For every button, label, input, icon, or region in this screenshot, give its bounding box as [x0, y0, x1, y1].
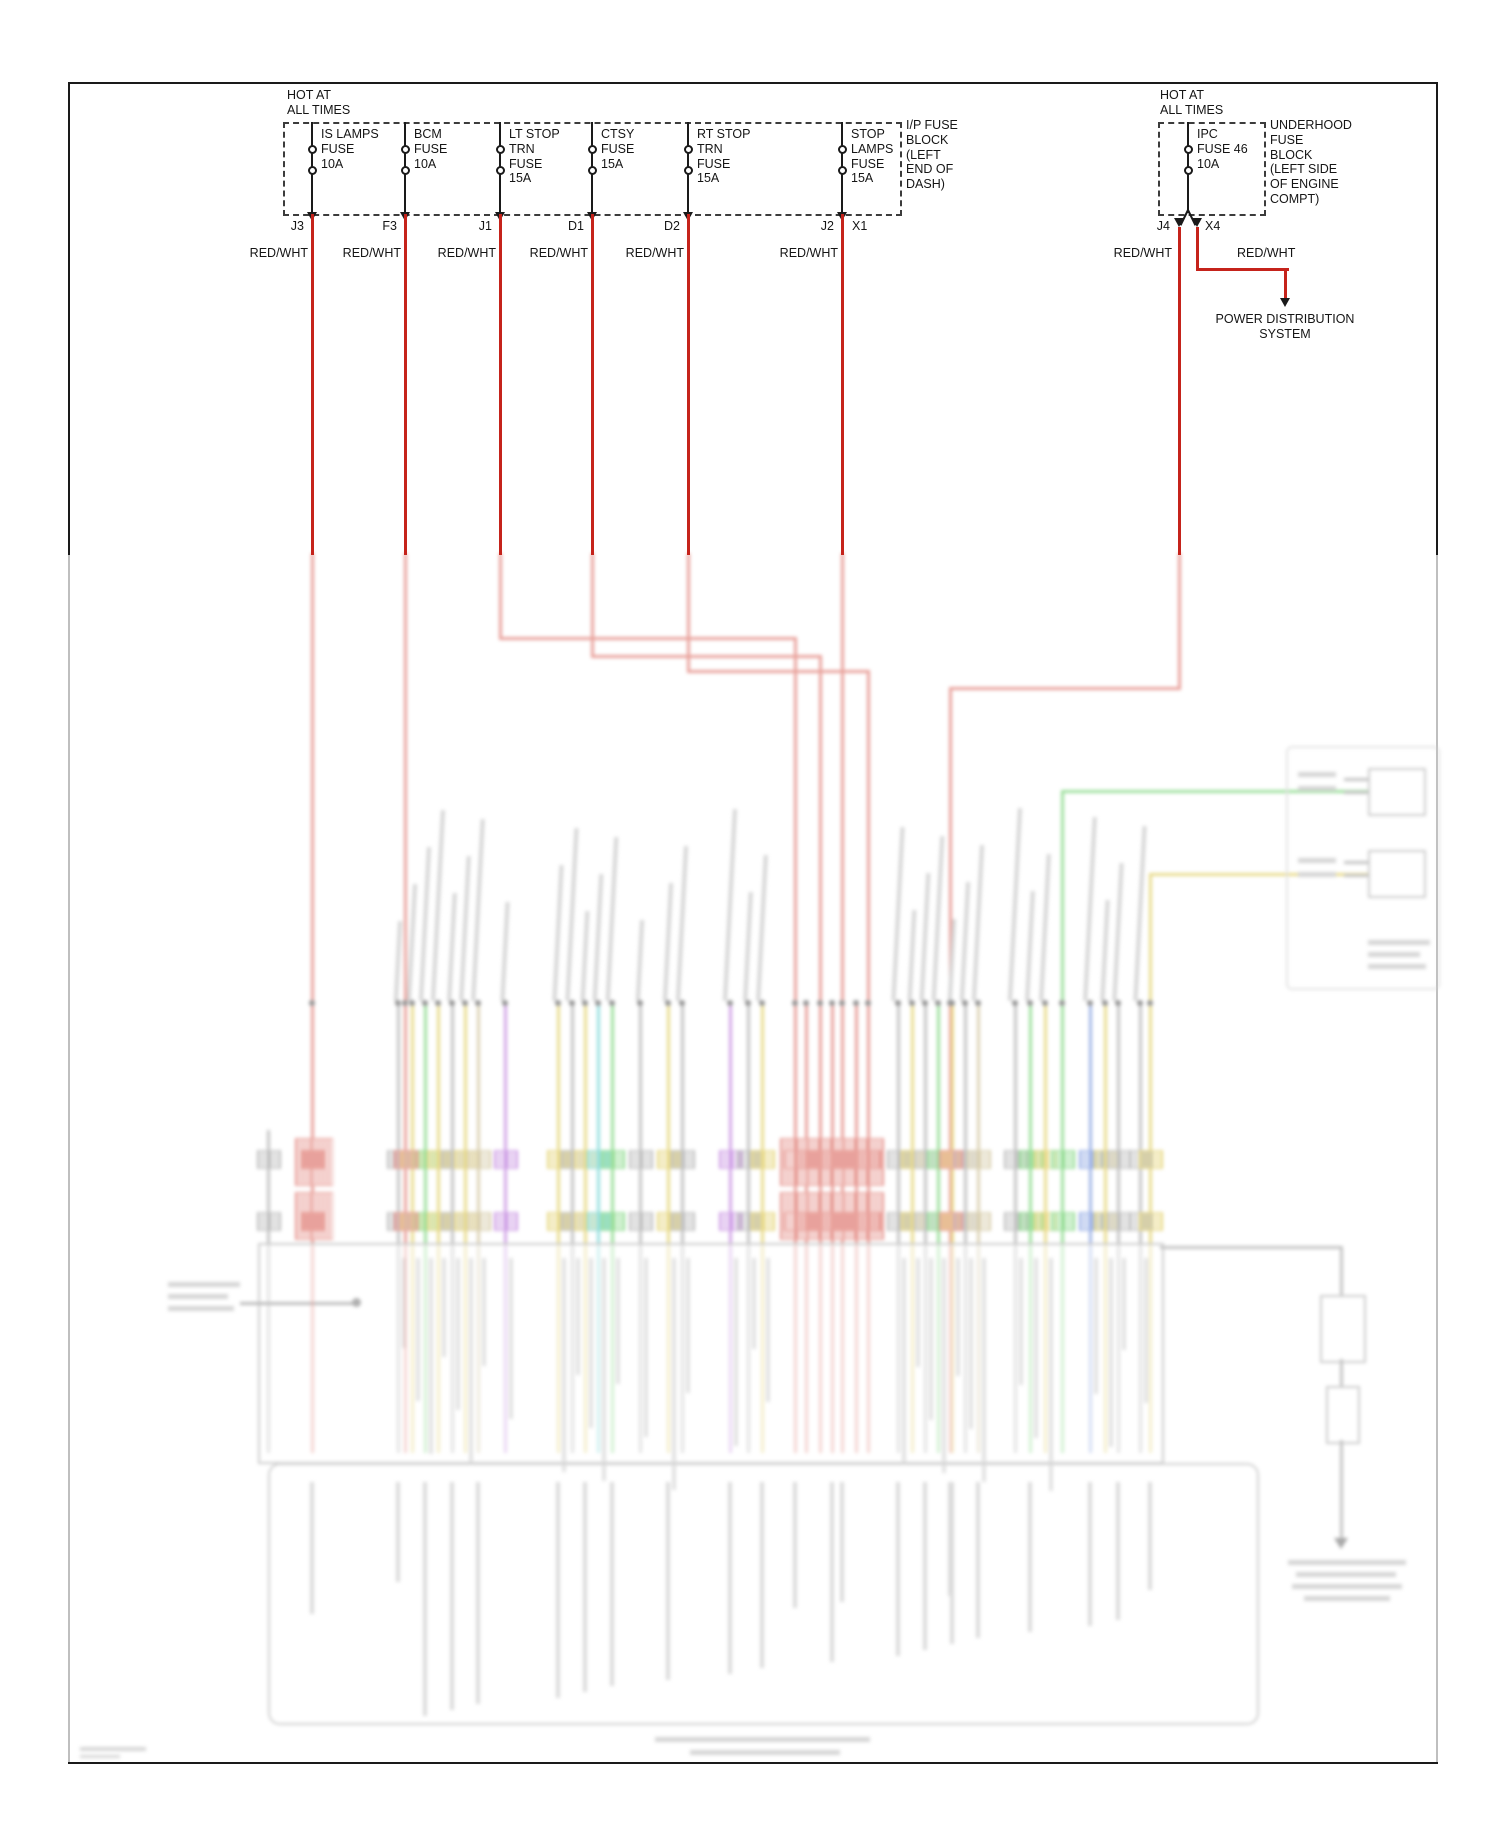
- fuse-output-wire: [499, 174, 501, 213]
- fuse-supply-wire: [1187, 122, 1189, 146]
- arrow-down-icon: [1280, 298, 1290, 307]
- connector-pin-label: J2: [820, 219, 834, 233]
- red-wht-wire: [1284, 268, 1287, 298]
- connector-pin-label: D2: [664, 219, 680, 233]
- fuse-label: STOP LAMPS FUSE 15A: [851, 127, 894, 186]
- fuse-label: IPC FUSE 46 10A: [1197, 127, 1248, 171]
- fuse-element: [841, 153, 843, 167]
- connector-pin-label: J4: [1156, 219, 1170, 233]
- fuse-label: RT STOP TRN FUSE 15A: [697, 127, 751, 186]
- fuse-label: CTSY FUSE 15A: [601, 127, 635, 171]
- wire-color-label: RED/WHT: [437, 246, 496, 260]
- hot-at-all-times-label: HOT AT ALL TIMES: [287, 88, 351, 117]
- fuse-output-wire: [311, 174, 313, 213]
- red-wht-wire: [840, 214, 844, 555]
- ip-fuse-block-label: I/P FUSE BLOCK (LEFT END OF DASH): [906, 118, 958, 191]
- fuse-label: IS LAMPS FUSE 10A: [321, 127, 379, 171]
- connector-pin-label: J3: [290, 219, 304, 233]
- fuse-output-wire: [1187, 174, 1189, 213]
- red-wht-wire: [590, 214, 594, 555]
- fuse-supply-wire: [687, 122, 689, 146]
- connector-pin-label: F3: [382, 219, 397, 233]
- wire-color-label: RED/WHT: [529, 246, 588, 260]
- fuse-output-wire: [687, 174, 689, 213]
- wire-color-label: RED/WHT: [779, 246, 838, 260]
- connector-pin-label: X4: [1205, 219, 1221, 233]
- wire-color-label: RED/WHT: [1237, 246, 1296, 260]
- fuse-supply-wire: [499, 122, 501, 146]
- connector-pin-label: J1: [478, 219, 492, 233]
- red-wht-wire: [403, 214, 407, 555]
- fuse-element: [687, 153, 689, 167]
- red-wht-wire: [1195, 268, 1289, 271]
- red-wht-wire: [498, 214, 502, 555]
- fuse-output-wire: [591, 174, 593, 213]
- connector-pin-label: D1: [568, 219, 584, 233]
- fuse-label: BCM FUSE 10A: [414, 127, 448, 171]
- underhood-fuse-block-box: [1158, 122, 1266, 216]
- wire-color-label: RED/WHT: [1113, 246, 1172, 260]
- red-wht-wire: [1177, 227, 1181, 555]
- red-wht-wire: [1195, 227, 1199, 271]
- hot-at-all-times-label: HOT AT ALL TIMES: [1160, 88, 1224, 117]
- fuse-supply-wire: [591, 122, 593, 146]
- red-wht-wire: [310, 214, 314, 555]
- wire-color-label: RED/WHT: [625, 246, 684, 260]
- fuse-element: [311, 153, 313, 167]
- underhood-fuse-block-label: UNDERHOOD FUSE BLOCK (LEFT SIDE OF ENGIN…: [1270, 118, 1352, 206]
- wire-color-label: RED/WHT: [249, 246, 308, 260]
- fuse-supply-wire: [311, 122, 313, 146]
- connector-pin-label: X1: [852, 219, 868, 233]
- fuse-element: [499, 153, 501, 167]
- fuse-element: [404, 153, 406, 167]
- fuse-supply-wire: [841, 122, 843, 146]
- fuse-output-wire: [404, 174, 406, 213]
- connector-arrow-icon: [1173, 218, 1184, 227]
- fuse-element: [591, 153, 593, 167]
- connector-arrow-icon: [1191, 218, 1202, 227]
- fuse-output-wire: [841, 174, 843, 213]
- fuse-element: [1187, 153, 1189, 167]
- wire-color-label: RED/WHT: [342, 246, 401, 260]
- power-distribution-ref-label: POWER DISTRIBUTION SYSTEM: [1215, 312, 1355, 341]
- red-wht-wire: [686, 214, 690, 555]
- fuse-label: LT STOP TRN FUSE 15A: [509, 127, 560, 186]
- fuse-supply-wire: [404, 122, 406, 146]
